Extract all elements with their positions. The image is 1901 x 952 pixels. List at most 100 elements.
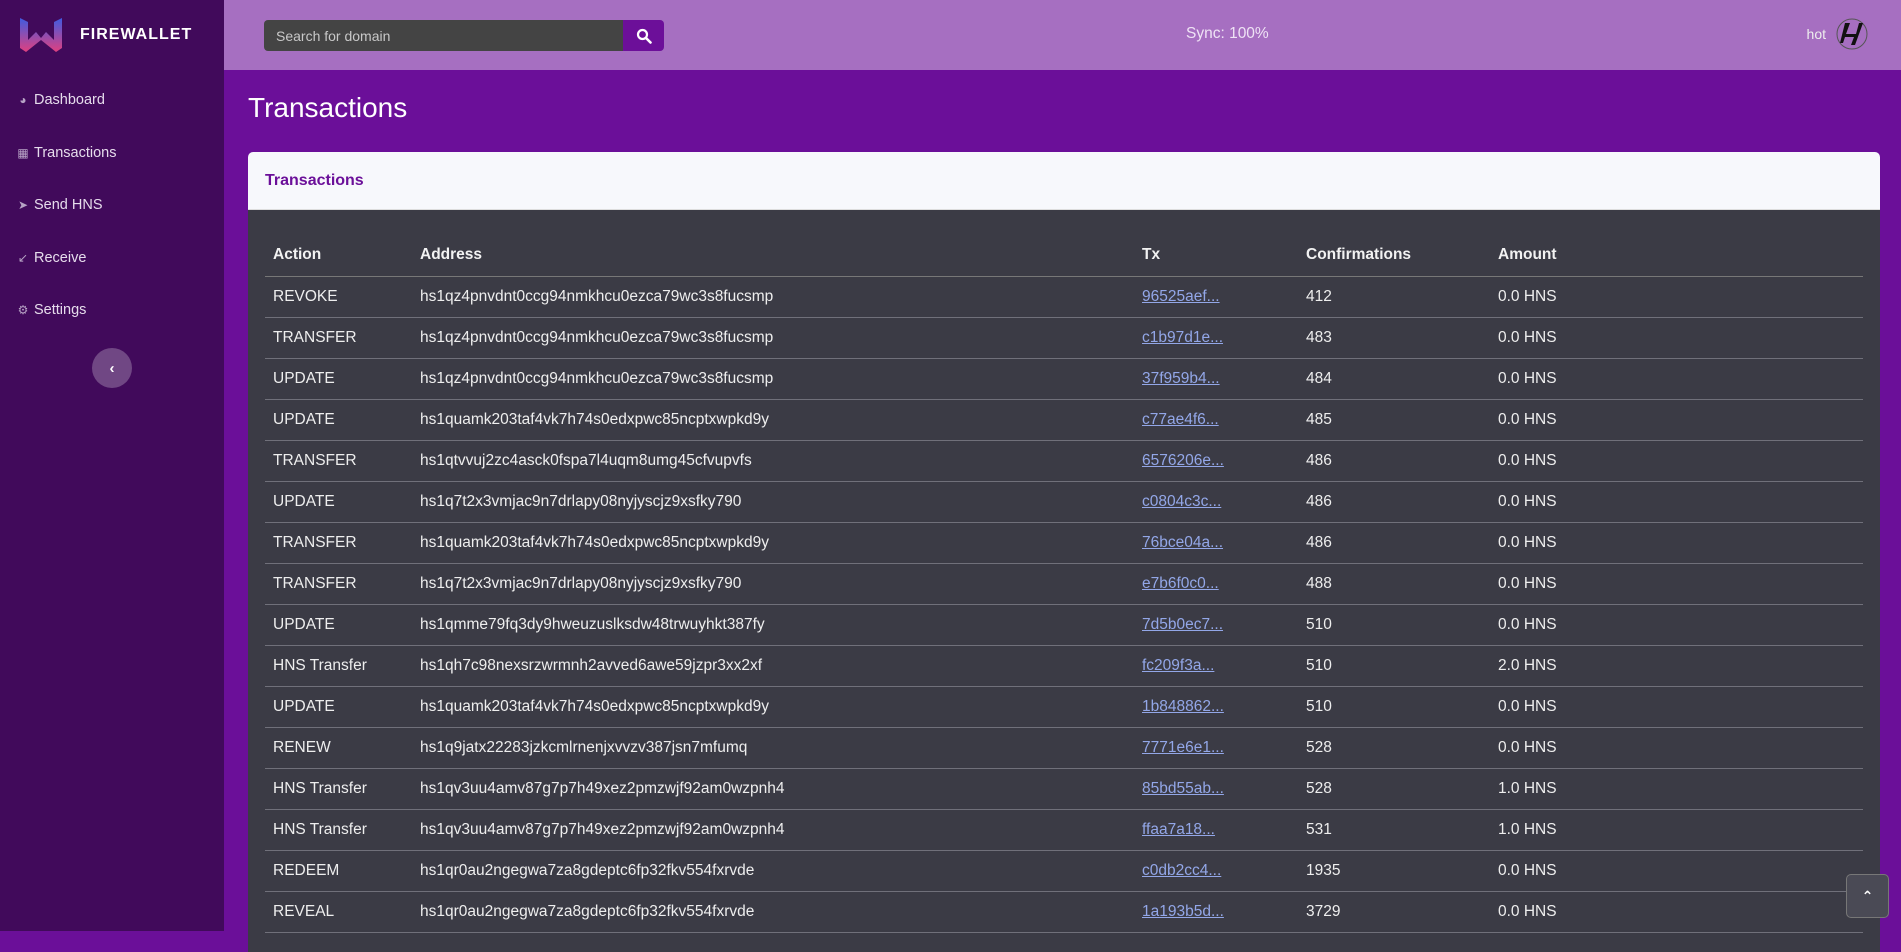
confirmations-cell: 510 [1298,604,1490,646]
sidebar-item-send-hns[interactable]: ➤ Send HNS [0,179,224,232]
amount-cell: 0.0 HNS [1490,276,1863,318]
amount-cell: 0.0 HNS [1490,481,1863,523]
tx-link[interactable]: c77ae4f6... [1142,410,1219,428]
table-icon: ▦ [17,145,29,160]
amount-cell: 1.0 HNS [1490,768,1863,810]
tx-link[interactable]: fc209f3a... [1142,656,1215,674]
chevron-up-icon: ⌃ [1861,887,1874,904]
tx-link[interactable]: 1b848862... [1142,697,1224,715]
amount-cell: 0.0 HNS [1490,399,1863,441]
tx-cell: ffaa7a18... [1134,809,1298,851]
tx-cell: c0db2cc4... [1134,850,1298,892]
address-cell: hs1quamk203taf4vk7h74s0edxpwc85ncptxwpkd… [412,399,1134,441]
amount-cell: 0.0 HNS [1490,563,1863,605]
column-header-tx: Tx [1134,235,1298,277]
page-title: Transactions [248,92,408,123]
brand[interactable]: FIREWALLET [18,16,192,54]
tx-cell: 96525aef... [1134,276,1298,318]
address-cell: hs1qv3uu4amv87g7p7h49xez2pmzwjf92am0wzpn… [412,768,1134,810]
amount-cell: 0.0 HNS [1490,727,1863,769]
gear-icon: ⚙ [17,303,29,318]
transactions-card: Transactions Action Address Tx Confirmation… [248,152,1880,952]
table-row: TRANSFER hs1qz4pnvdnt0ccg94nmkhcu0ezca79w… [265,317,1863,359]
tx-link[interactable]: 85bd55ab... [1142,779,1224,797]
tx-link[interactable]: c0db2cc4... [1142,861,1222,879]
send-icon: ➤ [17,198,29,213]
tx-cell: 76bce04a... [1134,522,1298,564]
sidebar-collapse-button[interactable]: ‹ [92,348,132,388]
action-cell: TRANSFER [265,563,412,605]
tx-link[interactable]: ffaa7a18... [1142,820,1215,838]
tx-cell: e7b6f0c0... [1134,563,1298,605]
tx-link[interactable]: 7771e6e1... [1142,738,1224,756]
tx-link[interactable]: 6576206e... [1142,451,1224,469]
sidebar-item-transactions[interactable]: ▦ Transactions [0,127,224,180]
action-cell: RENEW [265,727,412,769]
action-cell: REVEAL [265,891,412,933]
address-cell: hs1q9jatx22283jzkcmlrnenjxvvzv387jsn7mfu… [412,727,1134,769]
action-cell: UPDATE [265,399,412,441]
tx-link[interactable]: 7d5b0ec7... [1142,615,1224,633]
amount-cell: 0.0 HNS [1490,358,1863,400]
table-row: TRANSFER hs1quamk203taf4vk7h74s0edxpwc85n… [265,522,1863,564]
sidebar-item-settings[interactable]: ⚙ Settings [0,284,224,337]
address-cell: hs1qz4pnvdnt0ccg94nmkhcu0ezca79wc3s8fucs… [412,358,1134,400]
address-cell: hs1qz4pnvdnt0ccg94nmkhcu0ezca79wc3s8fucs… [412,317,1134,359]
tx-cell: 1a193b5d... [1134,891,1298,933]
sidebar-item-receive[interactable]: ↙ Receive [0,232,224,285]
address-cell: hs1qh7c98nexsrzwrmnh2avved6awe59jzpr3xx2… [412,645,1134,687]
search-button[interactable] [623,20,664,51]
dashboard-icon: ◕ [19,93,27,108]
column-header-address: Address [412,235,1134,277]
tx-cell: 7771e6e1... [1134,727,1298,769]
table-row: HNS Transfer hs1qv3uu4amv87g7p7h49xez2pmz… [265,768,1863,810]
sidebar-item-label: Send HNS [34,197,103,214]
tx-cell: c0804c3c... [1134,481,1298,523]
action-cell: TRANSFER [265,522,412,564]
wallet-name: hot [1806,26,1826,42]
action-cell: TRANSFER [265,440,412,482]
sidebar: FIREWALLET ◕ Dashboard ▦ Transactions ➤ Sen… [0,0,224,931]
user-menu[interactable]: hot [1807,17,1869,51]
receive-arrow-icon: ↙ [17,250,29,265]
sync-status: Sync: 100% [1186,25,1269,42]
table-row: UPDATE hs1quamk203taf4vk7h74s0edxpwc85ncp… [265,686,1863,728]
table-row: REVOKE hs1qz4pnvdnt0ccg94nmkhcu0ezca79wc3… [265,276,1863,318]
tx-cell: 85bd55ab... [1134,768,1298,810]
search-input[interactable] [264,20,623,51]
address-cell: hs1quamk203taf4vk7h74s0edxpwc85ncptxwpkd… [412,522,1134,564]
avatar[interactable] [1835,17,1869,51]
tx-link[interactable]: 96525aef... [1142,287,1220,305]
tx-cell: 7d5b0ec7... [1134,604,1298,646]
confirmations-cell: 486 [1298,440,1490,482]
tx-link[interactable]: 1a193b5d... [1142,902,1224,920]
table-row: RENEW hs1q9jatx22283jzkcmlrnenjxvvzv387js… [265,727,1863,769]
tx-link[interactable]: 37f959b4... [1142,369,1220,387]
action-cell: UPDATE [265,604,412,646]
scroll-to-top-button[interactable]: ⌃ [1846,874,1889,918]
confirmations-cell: 3729 [1298,891,1490,933]
address-cell: hs1qr0au2ngegwa7za8gdeptc6fp32fkv554fxrv… [412,891,1134,933]
tx-link[interactable]: 76bce04a... [1142,533,1224,551]
avatar-logo-icon [1836,18,1868,50]
confirmations-cell: 510 [1298,645,1490,687]
amount-cell: 1.0 HNS [1490,809,1863,851]
address-cell: hs1quamk203taf4vk7h74s0edxpwc85ncptxwpkd… [412,686,1134,728]
confirmations-cell: 528 [1298,727,1490,769]
column-header-confirmations: Confirmations [1298,235,1490,277]
amount-cell: 0.0 HNS [1490,440,1863,482]
amount-cell: 0.0 HNS [1490,891,1863,933]
tx-link[interactable]: c1b97d1e... [1142,328,1224,346]
table-header-row: Action Address Tx Confirmations Amount [265,235,1863,277]
tx-link[interactable]: c0804c3c... [1142,492,1222,510]
tx-cell: fc209f3a... [1134,645,1298,687]
table-row: UPDATE hs1qz4pnvdnt0ccg94nmkhcu0ezca79wc3… [265,358,1863,400]
sidebar-item-dashboard[interactable]: ◕ Dashboard [0,74,224,127]
tx-link[interactable]: e7b6f0c0... [1142,574,1219,592]
amount-cell: 0.0 HNS [1490,850,1863,892]
confirmations-cell: 486 [1298,522,1490,564]
search-bar [264,20,664,51]
address-cell: hs1qtvvuj2zc4asck0fspa7l4uqm8umg45cfvupv… [412,440,1134,482]
table-row: HNS Transfer hs1qh7c98nexsrzwrmnh2avved6a… [265,645,1863,687]
sidebar-item-label: Receive [34,249,87,266]
